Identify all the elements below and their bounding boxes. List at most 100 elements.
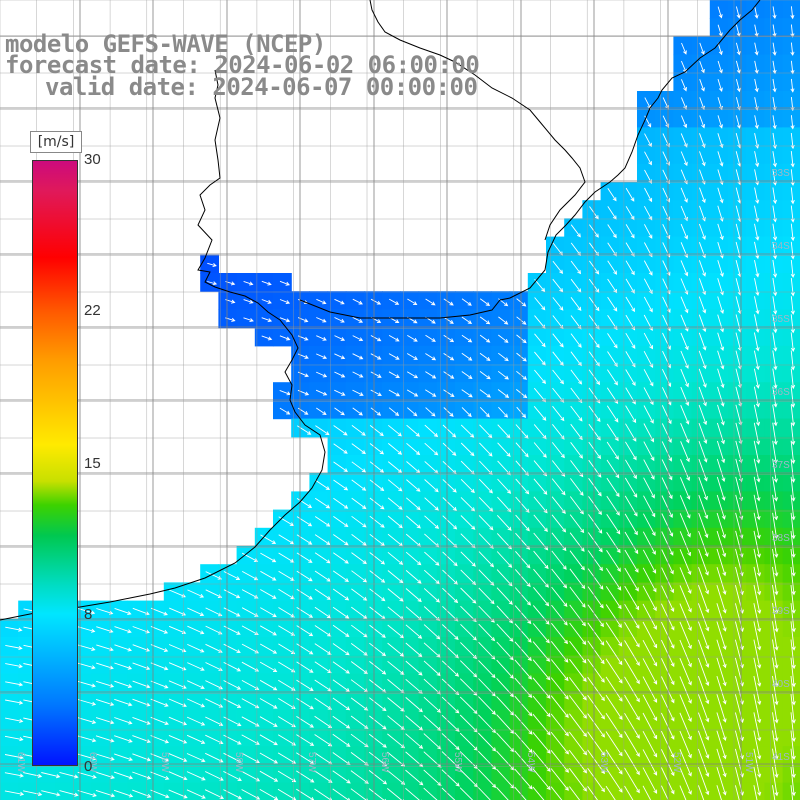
wind-arrow bbox=[698, 386, 707, 407]
wind-arrow bbox=[425, 371, 437, 379]
wind-arrow bbox=[551, 460, 566, 477]
wind-arrow bbox=[497, 460, 511, 476]
wind-arrow bbox=[498, 406, 509, 418]
wind-arrow bbox=[461, 352, 473, 361]
wind-arrow bbox=[113, 789, 134, 798]
wind-arrow bbox=[369, 715, 387, 730]
wind-arrow bbox=[205, 680, 224, 690]
wind-arrow bbox=[478, 696, 496, 715]
wind-arrow bbox=[296, 588, 313, 600]
wind-arrow bbox=[661, 531, 674, 556]
wind-arrow bbox=[223, 752, 242, 763]
wind-arrow bbox=[679, 513, 691, 538]
wind-arrow bbox=[243, 317, 254, 322]
wind-cell bbox=[564, 782, 583, 800]
wind-arrow bbox=[332, 715, 351, 729]
wind-arrow bbox=[588, 423, 601, 441]
wind-arrow bbox=[278, 643, 296, 655]
wind-arrow bbox=[423, 787, 438, 800]
wind-arrow bbox=[388, 424, 402, 437]
wind-cell bbox=[236, 782, 256, 800]
wind-arrow bbox=[243, 299, 254, 304]
wind-arrow bbox=[790, 657, 796, 688]
wind-arrow bbox=[753, 748, 762, 778]
wind-arrow bbox=[533, 496, 548, 514]
wind-arrow bbox=[478, 587, 495, 605]
wind-arrow bbox=[587, 550, 603, 572]
wind-arrow bbox=[241, 552, 259, 562]
wind-arrow bbox=[514, 641, 532, 662]
wind-arrow bbox=[442, 497, 457, 512]
wind-arrow bbox=[187, 680, 205, 690]
wind-arrow bbox=[587, 695, 605, 720]
wind-arrow bbox=[772, 548, 779, 577]
wind-arrow bbox=[716, 766, 727, 796]
wind-arrow bbox=[550, 768, 569, 791]
title-forecast-date: forecast date: 2024-06-02 06:00:00 bbox=[5, 51, 480, 79]
wind-arrow bbox=[41, 772, 61, 779]
wind-arrow bbox=[551, 550, 567, 570]
wind-arrow bbox=[642, 639, 658, 667]
wind-arrow bbox=[77, 753, 97, 761]
wind-arrow bbox=[551, 442, 565, 459]
wind-arrow bbox=[606, 513, 621, 535]
wind-arrow bbox=[587, 767, 605, 793]
wind-arrow bbox=[534, 297, 546, 311]
wind-arrow bbox=[790, 712, 796, 742]
wind-arrow bbox=[259, 752, 279, 764]
wind-arrow bbox=[405, 787, 423, 800]
wind-arrow bbox=[605, 785, 616, 800]
wind-arrow bbox=[772, 422, 778, 446]
wind-arrow bbox=[606, 495, 620, 516]
wind-arrow bbox=[625, 260, 635, 276]
wind-arrow bbox=[624, 603, 640, 629]
wind-arrow bbox=[113, 771, 134, 780]
wind-arrow bbox=[314, 552, 331, 564]
wind-arrow bbox=[790, 223, 795, 242]
wind-arrow bbox=[698, 242, 706, 259]
wind-arrow bbox=[772, 368, 778, 390]
wind-arrow bbox=[223, 698, 242, 708]
wind-arrow bbox=[772, 712, 779, 742]
wind-arrow bbox=[605, 767, 623, 793]
wind-arrow bbox=[407, 298, 418, 305]
wind-arrow bbox=[753, 422, 761, 446]
wind-arrow bbox=[223, 680, 242, 690]
wind-cell bbox=[509, 782, 529, 800]
lon-label: 54W bbox=[525, 752, 536, 773]
wind-cell bbox=[455, 782, 474, 800]
wind-arrow bbox=[259, 679, 278, 691]
wind-arrow bbox=[387, 515, 403, 529]
wind-arrow bbox=[223, 625, 241, 635]
wind-arrow bbox=[717, 314, 725, 333]
wind-arrow bbox=[352, 316, 364, 323]
wind-arrow bbox=[261, 280, 272, 286]
wind-arrow bbox=[496, 623, 514, 642]
wind-arrow bbox=[699, 60, 705, 74]
wind-arrow bbox=[370, 335, 382, 342]
wind-arrow bbox=[625, 187, 635, 202]
wind-arrow bbox=[753, 675, 762, 706]
wind-arrow bbox=[207, 281, 218, 286]
wind-arrow bbox=[790, 639, 796, 670]
wind-arrow bbox=[699, 42, 705, 55]
wind-cell bbox=[782, 54, 800, 74]
wind-arrow bbox=[425, 353, 437, 361]
wind-arrow bbox=[4, 790, 25, 796]
wind-arrow bbox=[532, 786, 545, 800]
wind-arrow bbox=[442, 533, 458, 548]
wind-arrow bbox=[550, 713, 569, 737]
wind-arrow bbox=[351, 534, 367, 546]
wind-arrow bbox=[425, 407, 436, 417]
wind-arrow bbox=[532, 750, 551, 773]
wind-arrow bbox=[716, 530, 727, 558]
wind-cell bbox=[655, 782, 674, 800]
wind-arrow bbox=[772, 332, 778, 352]
wind-arrow bbox=[534, 369, 547, 385]
wind-arrow bbox=[205, 752, 224, 763]
wind-arrow bbox=[205, 662, 223, 672]
wind-arrow bbox=[661, 387, 672, 406]
wind-arrow bbox=[497, 442, 511, 458]
wind-arrow bbox=[332, 606, 350, 619]
wind-arrow bbox=[387, 479, 403, 492]
